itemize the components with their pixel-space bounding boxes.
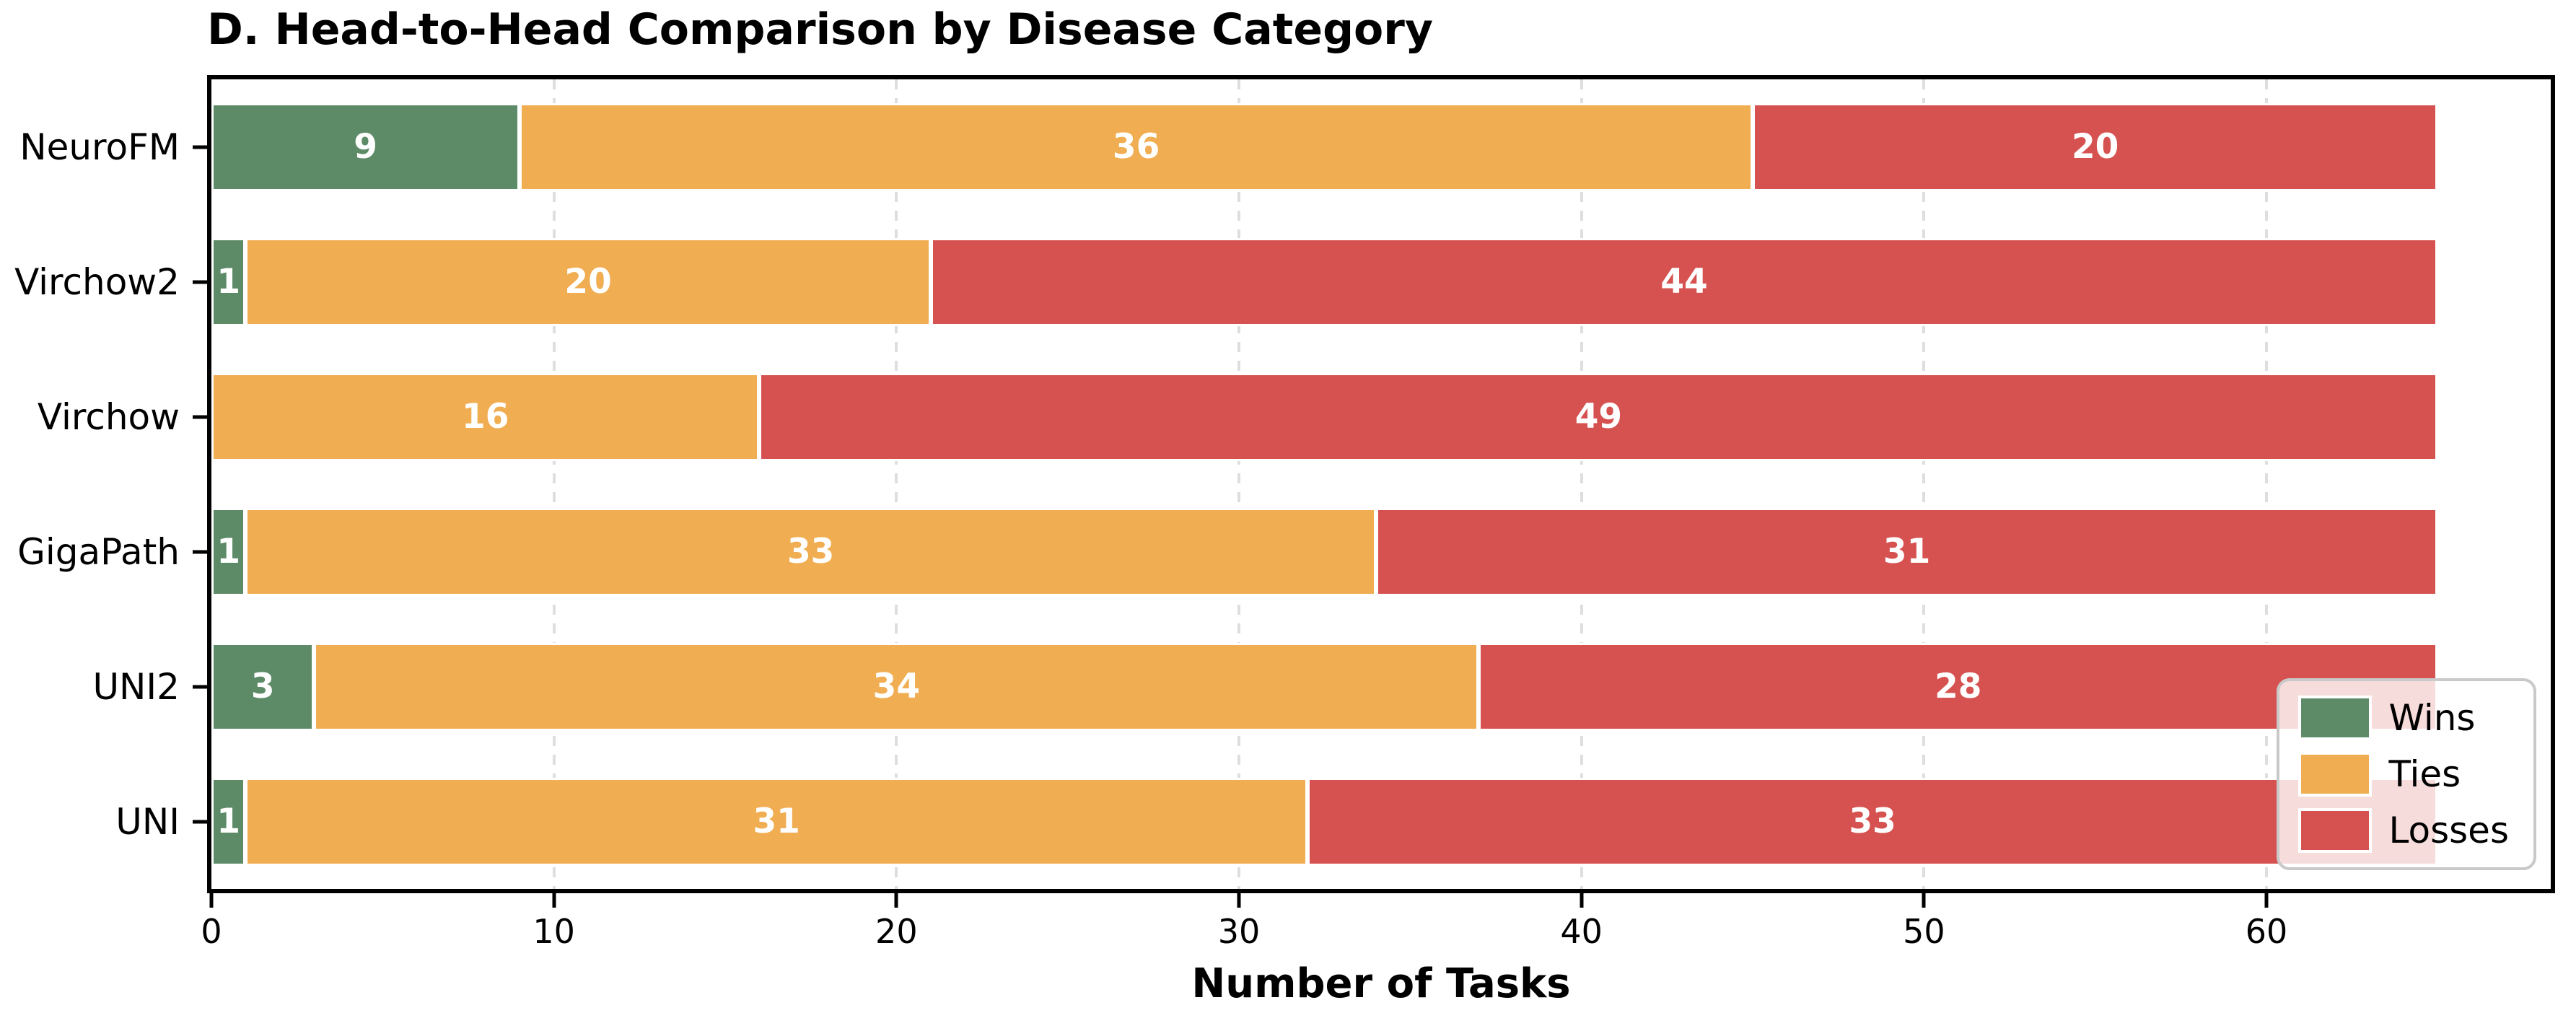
bar-row-NeuroFM: 9 36 20 <box>211 102 2551 191</box>
x-tick-20 <box>894 893 898 908</box>
y-axis-label-UNI: UNI <box>115 800 180 843</box>
bar-value-label: 1 <box>216 262 241 302</box>
bar-value-label: 33 <box>1849 802 1896 841</box>
x-tick-label-10: 10 <box>533 912 575 951</box>
bar-segment-losses-NeuroFM: 20 <box>1753 102 2438 191</box>
bar-segment-losses-Virchow: 49 <box>759 372 2438 461</box>
bar-segment-losses-Virchow2: 44 <box>930 237 2438 326</box>
y-tick-UNI <box>193 820 207 823</box>
bar-segment-wins-Virchow2: 1 <box>211 237 246 326</box>
x-tick-30 <box>1237 893 1241 908</box>
x-tick-50 <box>1922 893 1926 908</box>
bar-value-label: 31 <box>1883 532 1931 571</box>
bar-value-label: 9 <box>354 127 377 167</box>
bar-value-label: 28 <box>1935 667 1982 706</box>
y-tick-Virchow <box>193 415 207 418</box>
bar-value-label: 20 <box>564 262 612 302</box>
bar-row-UNI: 1 31 33 <box>211 777 2551 866</box>
y-tick-Virchow2 <box>193 280 207 284</box>
legend-swatch-ties <box>2297 752 2372 797</box>
bar-segment-wins-NeuroFM: 9 <box>211 102 520 191</box>
bar-row-Virchow2: 1 20 44 <box>211 237 2551 326</box>
x-tick-label-60: 60 <box>2245 912 2288 951</box>
x-tick-label-50: 50 <box>1903 912 1945 951</box>
gridline-x-40 <box>1580 79 1583 889</box>
y-axis-label-Virchow: Virchow <box>37 395 180 438</box>
bar-segment-wins-UNI: 1 <box>211 777 246 866</box>
bar-value-label: 49 <box>1574 397 1623 437</box>
gridline-x-10 <box>552 79 556 889</box>
bar-segment-ties-Virchow: 16 <box>211 372 760 461</box>
bar-segment-wins-UNI2: 3 <box>211 642 315 731</box>
bar-value-label: 44 <box>1660 262 1708 302</box>
plot-area: Number of Tasks Wins Ties Losses 0 10 20 30 40… <box>14 75 2555 1004</box>
bar-segment-ties-Virchow2: 20 <box>245 237 931 326</box>
legend-label-wins: Wins <box>2388 697 2476 739</box>
legend-item-ties: Ties <box>2297 752 2509 797</box>
legend-label-ties: Ties <box>2388 753 2461 795</box>
x-tick-0 <box>209 893 214 908</box>
bar-segment-ties-UNI: 31 <box>245 777 1307 866</box>
legend-label-losses: Losses <box>2388 810 2509 851</box>
x-tick-40 <box>1580 893 1584 908</box>
y-axis-label-NeuroFM: NeuroFM <box>19 126 180 168</box>
x-tick-label-20: 20 <box>875 912 918 951</box>
y-axis-label-GigaPath: GigaPath <box>17 530 180 573</box>
y-tick-UNI2 <box>193 685 207 688</box>
y-axis-label-Virchow2: Virchow2 <box>14 260 180 303</box>
bar-row-Virchow: 16 49 <box>211 372 2551 461</box>
bar-value-label: 20 <box>2071 127 2119 167</box>
bar-value-label: 34 <box>872 667 921 706</box>
bar-value-label: 36 <box>1112 127 1160 167</box>
gridline-x-30 <box>1237 79 1240 889</box>
bar-segment-wins-GigaPath: 1 <box>211 507 246 596</box>
x-tick-label-40: 40 <box>1560 912 1603 951</box>
x-tick-label-30: 30 <box>1217 912 1261 951</box>
bar-value-label: 3 <box>250 667 275 706</box>
legend-swatch-wins <box>2297 696 2372 740</box>
x-tick-label-0: 0 <box>201 912 222 951</box>
gridline-x-20 <box>895 79 898 889</box>
bar-segment-ties-UNI2: 34 <box>314 642 1479 731</box>
bar-value-label: 1 <box>216 532 241 571</box>
legend-swatch-losses <box>2297 808 2372 853</box>
bar-value-label: 33 <box>787 532 835 571</box>
bar-segment-ties-NeuroFM: 36 <box>520 102 1753 191</box>
gridline-x-60 <box>2265 79 2269 889</box>
bar-row-UNI2: 3 34 28 <box>211 642 2551 731</box>
y-tick-GigaPath <box>193 550 207 553</box>
legend-item-losses: Losses <box>2297 808 2509 853</box>
bar-value-label: 31 <box>753 802 800 841</box>
bar-segment-losses-UNI: 33 <box>1307 777 2438 866</box>
legend: Wins Ties Losses <box>2276 678 2536 870</box>
bar-value-label: 1 <box>216 802 241 841</box>
bar-row-GigaPath: 1 33 31 <box>211 507 2551 596</box>
x-tick-10 <box>552 893 556 908</box>
y-tick-NeuroFM <box>193 145 207 149</box>
bar-segment-losses-GigaPath: 31 <box>1375 507 2438 596</box>
x-axis-label: Number of Tasks <box>1191 960 1571 1007</box>
chart-title: D. Head-to-Head Comparison by Disease Ca… <box>207 4 1433 55</box>
bar-segment-ties-GigaPath: 33 <box>245 507 1376 596</box>
gridline-x-50 <box>1922 79 1926 889</box>
legend-item-wins: Wins <box>2297 696 2509 740</box>
x-tick-60 <box>2264 893 2269 908</box>
y-axis-label-UNI2: UNI2 <box>92 665 180 708</box>
bar-value-label: 16 <box>462 397 509 437</box>
